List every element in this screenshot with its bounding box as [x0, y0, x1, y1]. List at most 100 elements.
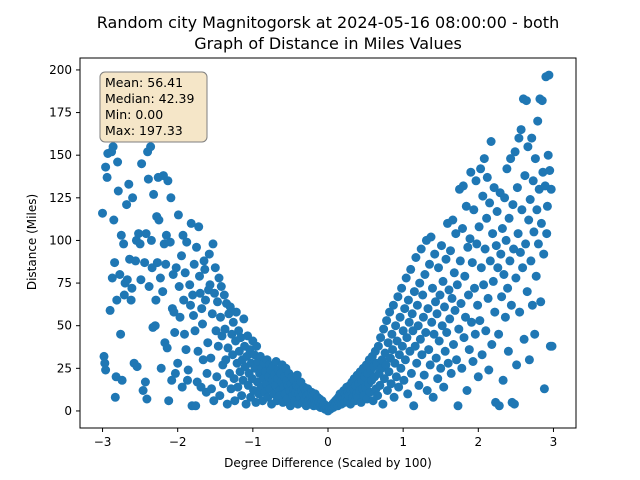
- data-point: [488, 229, 498, 239]
- stats-min: Min: 0.00: [105, 107, 163, 122]
- data-point: [410, 341, 420, 351]
- data-point: [112, 295, 122, 305]
- data-point: [378, 399, 388, 409]
- data-point: [212, 372, 222, 382]
- data-point: [434, 263, 443, 273]
- data-point: [391, 321, 401, 331]
- data-point: [524, 355, 534, 365]
- data-point: [401, 273, 411, 283]
- data-point: [134, 229, 144, 239]
- data-point: [397, 283, 407, 293]
- data-point: [516, 125, 526, 135]
- data-point: [525, 195, 535, 204]
- data-point: [520, 171, 530, 181]
- data-point: [400, 355, 410, 365]
- data-point: [442, 328, 452, 337]
- data-point: [491, 241, 501, 251]
- data-point: [416, 244, 426, 254]
- data-point: [214, 273, 224, 283]
- y-tick-label: 175: [49, 106, 72, 120]
- data-point: [449, 268, 459, 278]
- data-point: [427, 317, 437, 327]
- data-point: [102, 172, 112, 182]
- data-point: [223, 343, 233, 353]
- data-point: [384, 367, 394, 377]
- data-point: [155, 273, 165, 283]
- data-point: [524, 215, 534, 225]
- data-point: [514, 133, 524, 143]
- y-axis-label: Distance (Miles): [25, 194, 39, 290]
- data-point: [512, 360, 522, 370]
- stats-box: Mean: 56.41 Median: 42.39 Min: 0.00 Max:…: [99, 71, 208, 143]
- x-tick-label: −2: [169, 435, 187, 449]
- data-point: [518, 263, 528, 273]
- data-point: [455, 256, 465, 266]
- data-point: [460, 271, 470, 281]
- x-tick-label: 0: [324, 435, 332, 449]
- data-point: [471, 176, 481, 186]
- data-point: [542, 201, 552, 211]
- data-point: [420, 270, 430, 279]
- data-point: [107, 273, 117, 283]
- data-point: [229, 374, 239, 384]
- data-point: [173, 358, 183, 368]
- data-point: [480, 244, 490, 254]
- data-point: [510, 147, 520, 157]
- x-tick-label: 1: [399, 435, 407, 449]
- data-point: [242, 351, 252, 361]
- data-point: [431, 353, 441, 363]
- data-point: [108, 142, 118, 152]
- data-point: [216, 282, 226, 291]
- data-point: [467, 258, 477, 268]
- stats-mean: Mean: 56.41: [105, 75, 183, 90]
- data-point: [393, 292, 403, 302]
- data-point: [100, 358, 110, 368]
- data-point: [198, 319, 207, 329]
- data-point: [470, 329, 480, 339]
- data-point: [391, 372, 401, 382]
- data-point: [475, 316, 485, 326]
- data-point: [404, 317, 414, 327]
- data-point: [119, 290, 129, 300]
- data-point: [149, 189, 159, 199]
- stats-box-background: [99, 71, 208, 143]
- data-point: [505, 256, 515, 266]
- data-point: [188, 290, 198, 300]
- data-point: [221, 355, 231, 365]
- data-point: [409, 287, 419, 297]
- data-point: [547, 341, 557, 351]
- data-point: [424, 345, 434, 355]
- data-point: [403, 389, 413, 399]
- data-point: [373, 341, 383, 351]
- data-point: [116, 329, 126, 339]
- data-point: [488, 276, 498, 286]
- data-point: [116, 230, 126, 240]
- data-point: [136, 275, 146, 285]
- data-point: [466, 167, 476, 177]
- data-point: [497, 224, 507, 233]
- data-point: [546, 184, 556, 194]
- data-point: [171, 263, 181, 273]
- data-point: [499, 270, 509, 279]
- data-point: [230, 396, 240, 406]
- data-point: [504, 213, 514, 223]
- data-point: [376, 333, 386, 343]
- data-point: [483, 293, 493, 303]
- data-point: [511, 273, 521, 283]
- data-point: [444, 285, 454, 295]
- data-point: [407, 309, 417, 319]
- data-point: [536, 297, 546, 307]
- data-point: [530, 329, 540, 339]
- data-point: [519, 334, 529, 344]
- data-point: [414, 380, 424, 390]
- data-point: [447, 293, 457, 303]
- data-point: [292, 370, 302, 380]
- data-point: [412, 358, 422, 368]
- data-point: [435, 290, 445, 300]
- stats-max: Max: 197.33: [105, 123, 183, 138]
- data-point: [144, 282, 154, 291]
- data-point: [227, 329, 237, 339]
- data-point: [146, 235, 156, 245]
- data-point: [412, 300, 422, 310]
- data-point: [400, 304, 410, 314]
